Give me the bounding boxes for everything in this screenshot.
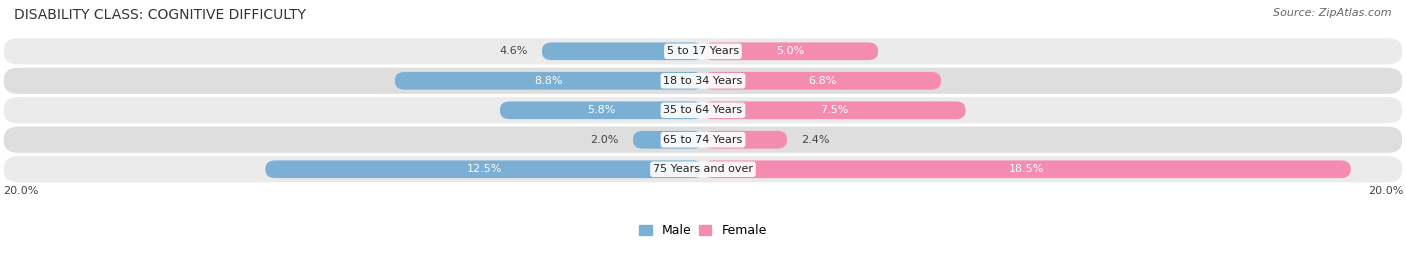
Text: 18 to 34 Years: 18 to 34 Years	[664, 76, 742, 86]
Text: 4.6%: 4.6%	[499, 46, 527, 56]
FancyBboxPatch shape	[633, 131, 703, 148]
Text: Source: ZipAtlas.com: Source: ZipAtlas.com	[1274, 8, 1392, 18]
FancyBboxPatch shape	[703, 43, 879, 60]
Text: 20.0%: 20.0%	[1368, 186, 1403, 196]
FancyBboxPatch shape	[3, 67, 1403, 95]
Text: 65 to 74 Years: 65 to 74 Years	[664, 135, 742, 145]
FancyBboxPatch shape	[266, 160, 703, 178]
FancyBboxPatch shape	[3, 96, 1403, 125]
Text: 5.0%: 5.0%	[776, 46, 804, 56]
FancyBboxPatch shape	[541, 43, 703, 60]
FancyBboxPatch shape	[703, 131, 787, 148]
Legend: Male, Female: Male, Female	[634, 220, 772, 242]
FancyBboxPatch shape	[3, 126, 1403, 154]
Text: 8.8%: 8.8%	[534, 76, 564, 86]
FancyBboxPatch shape	[703, 101, 966, 119]
Text: 7.5%: 7.5%	[820, 105, 848, 115]
Text: 75 Years and over: 75 Years and over	[652, 164, 754, 174]
Text: 2.4%: 2.4%	[801, 135, 830, 145]
Text: 35 to 64 Years: 35 to 64 Years	[664, 105, 742, 115]
FancyBboxPatch shape	[501, 101, 703, 119]
Text: 5 to 17 Years: 5 to 17 Years	[666, 46, 740, 56]
Text: 2.0%: 2.0%	[591, 135, 619, 145]
Text: 18.5%: 18.5%	[1010, 164, 1045, 174]
FancyBboxPatch shape	[3, 155, 1403, 183]
Text: DISABILITY CLASS: COGNITIVE DIFFICULTY: DISABILITY CLASS: COGNITIVE DIFFICULTY	[14, 8, 307, 22]
FancyBboxPatch shape	[3, 37, 1403, 65]
FancyBboxPatch shape	[395, 72, 703, 90]
Text: 6.8%: 6.8%	[808, 76, 837, 86]
FancyBboxPatch shape	[703, 72, 941, 90]
Text: 12.5%: 12.5%	[467, 164, 502, 174]
Text: 5.8%: 5.8%	[588, 105, 616, 115]
Text: 20.0%: 20.0%	[3, 186, 38, 196]
FancyBboxPatch shape	[703, 160, 1351, 178]
